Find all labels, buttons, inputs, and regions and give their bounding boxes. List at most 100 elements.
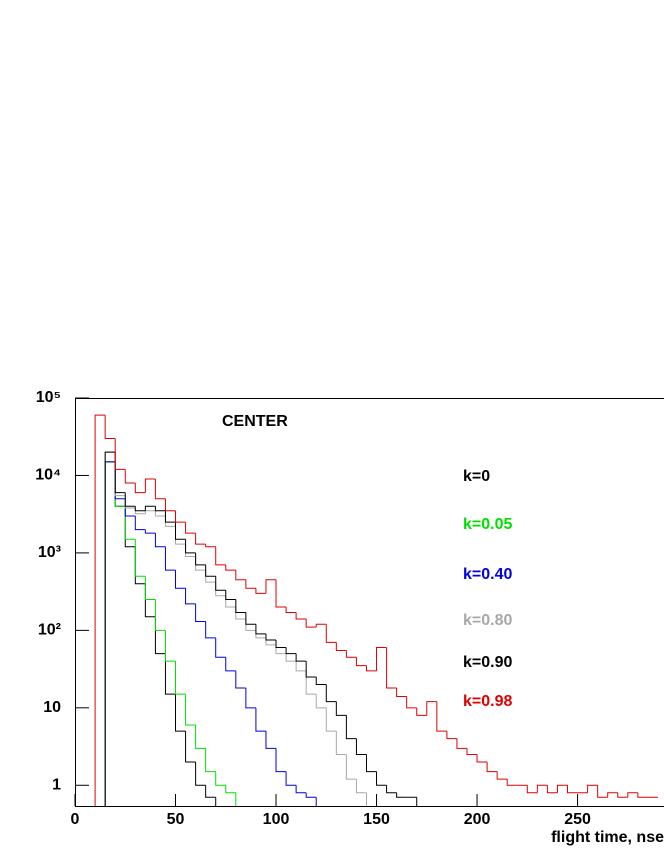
hist-bin [164, 630, 176, 662]
hist-bin [376, 647, 387, 671]
hist-bin [205, 564, 216, 577]
hist-bin [205, 544, 216, 548]
hist-bin [386, 647, 397, 689]
hist-bin [235, 607, 246, 620]
hist-bin [376, 771, 387, 786]
hist-bin [335, 731, 347, 755]
hist-bin [567, 785, 578, 794]
hist-bin [265, 637, 277, 646]
hist-bin [285, 647, 297, 655]
hist-bin [215, 582, 226, 597]
hist-bin [265, 579, 277, 594]
hist-bin [185, 522, 196, 534]
hist-bin [526, 785, 538, 794]
hist-bin [245, 612, 256, 625]
hist-bin [476, 754, 488, 763]
x-axis-label: flight time, nse [551, 829, 664, 846]
hist-bin [486, 761, 498, 773]
hist-bin [235, 570, 246, 581]
hist-bin [386, 785, 397, 794]
hist-bin [546, 785, 558, 794]
hist-bin [305, 792, 317, 798]
hist-bin [345, 650, 357, 658]
hist-bin [205, 785, 216, 798]
y-tick-label: 1 [52, 776, 61, 793]
hist-bin [325, 624, 337, 643]
hist-bin [144, 583, 156, 618]
hist-bin [255, 588, 266, 594]
hist-bin [396, 792, 407, 798]
hist-bin [94, 414, 106, 806]
hist-bin [114, 452, 126, 497]
x-tick-label: 50 [167, 811, 185, 828]
hist-bin [335, 701, 347, 716]
hist-bin [315, 623, 327, 628]
hist-bin [295, 661, 307, 672]
hist-bin [597, 785, 608, 798]
hist-bin [235, 599, 246, 614]
y-tick-label: 10² [38, 622, 61, 639]
hist-bin [225, 595, 236, 608]
hist-bin [627, 792, 638, 798]
hist-bin [164, 515, 176, 527]
hist-bin [436, 701, 447, 732]
hist-bin [154, 506, 166, 512]
hist-bin [275, 644, 287, 655]
hist-bin [175, 694, 186, 732]
hist-bin [275, 640, 287, 649]
hist-bin [637, 792, 648, 798]
x-tick-label: 200 [464, 811, 491, 828]
hist-bin [144, 478, 156, 493]
hist-bin [265, 731, 277, 749]
legend-label: k=0.40 [463, 566, 512, 583]
hist-bin [104, 415, 116, 439]
hist-bin [607, 792, 618, 798]
hist-bin [255, 707, 266, 732]
hist-bin [426, 701, 437, 716]
hist-bin [185, 539, 196, 554]
hist-bin [185, 694, 196, 726]
hist-bin [175, 522, 186, 540]
hist-bin [134, 506, 146, 512]
hist-bin [124, 498, 136, 517]
hist-bin [154, 510, 166, 517]
legend-label: k=0.80 [463, 612, 512, 629]
hist-bin [154, 478, 166, 500]
hist-bin [134, 539, 146, 577]
legend-label: k=0 [463, 468, 490, 485]
hist-bin [466, 748, 478, 755]
hist-bin [175, 510, 186, 523]
hist-bin [345, 715, 357, 740]
hist-bin [355, 657, 367, 667]
hist-bin [205, 748, 216, 773]
hist-bin [164, 510, 176, 523]
hist-bin [195, 603, 206, 623]
hist-bin [587, 784, 598, 793]
hist-bin [225, 590, 236, 601]
hist-bin [164, 498, 176, 512]
hist-bin [275, 579, 287, 608]
hist-bin [144, 529, 156, 534]
x-tick-label: 100 [263, 811, 290, 828]
plot-frame [75, 398, 664, 807]
hist-bin [144, 576, 156, 601]
y-tick-label: 10 [43, 699, 61, 716]
hist-bin [124, 506, 136, 540]
hist-bin [104, 451, 116, 806]
hist-bin [114, 461, 126, 507]
hist-bin [134, 482, 146, 494]
hist-bin [365, 665, 377, 672]
hist-bin [536, 784, 548, 793]
hist-bin [124, 469, 136, 484]
hist-bin [345, 754, 357, 780]
hist-bin [104, 461, 116, 806]
hist-bin [205, 621, 216, 639]
hist-bin [235, 670, 246, 689]
y-tick-label: 10⁴ [35, 467, 61, 484]
legend-label: k=0.90 [463, 654, 512, 671]
chart-title: CENTER [222, 413, 288, 430]
hist-bin [416, 707, 427, 716]
y-tick-label: 10⁵ [36, 389, 61, 406]
hist-bin [185, 544, 196, 557]
hist-bin [245, 688, 256, 709]
